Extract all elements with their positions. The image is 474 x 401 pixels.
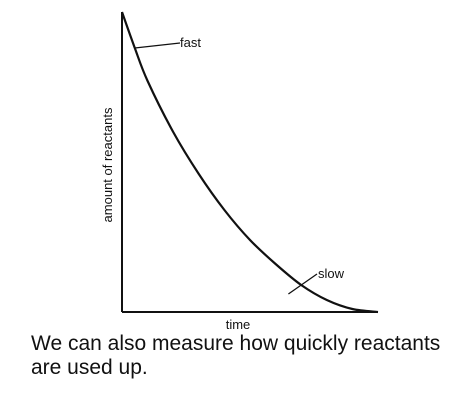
- reaction-rate-chart: time amount of reactants fast slow: [100, 11, 379, 330]
- annotation-leaders: [134, 42, 318, 295]
- fast-leader-line: [134, 42, 181, 49]
- slow-leader-line: [288, 273, 318, 295]
- axes: [121, 12, 378, 313]
- y-axis-label: amount of reactants: [100, 107, 115, 222]
- x-axis-label: time: [226, 317, 251, 330]
- caption-text: We can also measure how quickly reactant…: [31, 332, 441, 379]
- reactant-curve: [120, 11, 379, 314]
- slow-label: slow: [318, 266, 345, 281]
- fast-label: fast: [180, 35, 201, 50]
